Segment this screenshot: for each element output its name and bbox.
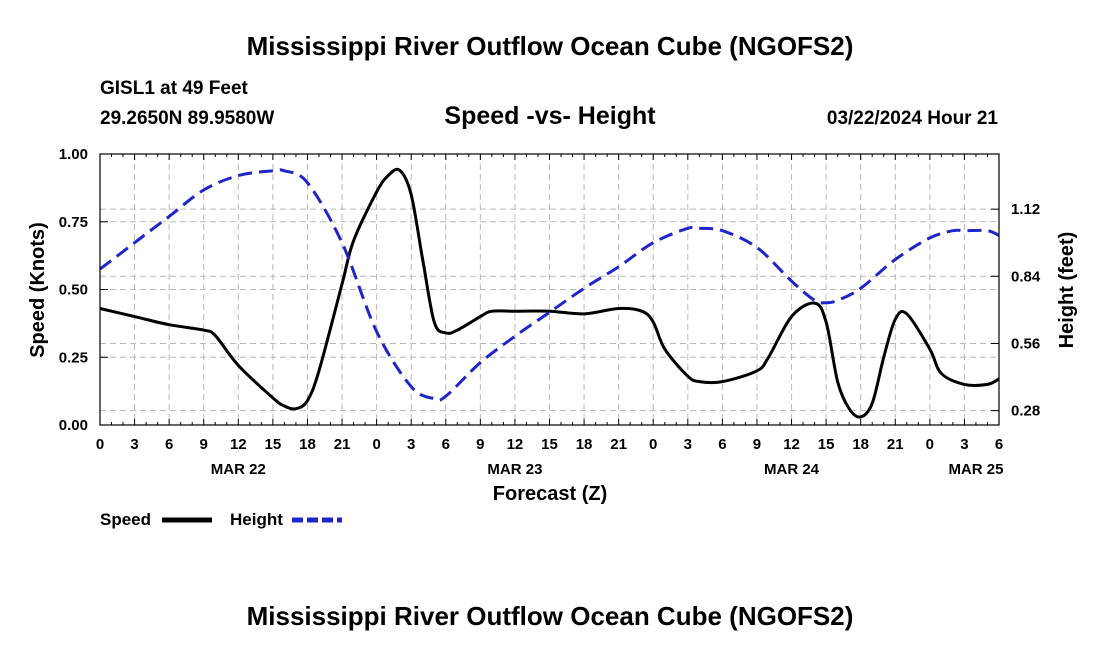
x-tick-label: 21 xyxy=(610,436,627,453)
y-right-tick-label: 0.28 xyxy=(1011,403,1040,420)
y-axis-right-label: Height (feet) xyxy=(1056,232,1078,349)
x-tick-label: 6 xyxy=(442,436,450,453)
x-tick-label: 15 xyxy=(541,436,558,453)
coordinates-label: 29.2650N 89.9580W xyxy=(100,108,274,129)
x-tick-label: 3 xyxy=(407,436,415,453)
y-right-tick-label: 1.12 xyxy=(1011,201,1040,218)
axes: 0 3 6 9 12 15 18 21 0 3 6 9 12 15 18 21 0 3 6 9 12 15 18 21 0 3 6 M… xyxy=(59,146,1041,478)
y-right-tick-label: 0.84 xyxy=(1011,268,1041,285)
legend-height-label: Height xyxy=(230,510,283,529)
y-left-tick-label: 0.50 xyxy=(59,282,88,299)
y-left-tick-label: 0.25 xyxy=(59,349,88,366)
y-left-tick-label: 0.00 xyxy=(59,417,88,434)
speed-series-line xyxy=(99,167,1000,419)
y-axis-left-label: Speed (Knots) xyxy=(27,222,49,358)
x-tick-label: 3 xyxy=(130,436,138,453)
y-left-tick-label: 1.00 xyxy=(59,146,88,163)
x-tick-label: 12 xyxy=(783,436,800,453)
x-tick-label: 6 xyxy=(165,436,173,453)
y-right-tick-label: 0.56 xyxy=(1011,335,1040,352)
chart-title: Mississippi River Outflow Ocean Cube (NG… xyxy=(247,31,854,61)
x-tick-label: 21 xyxy=(334,436,351,453)
footer-chart-title: Mississippi River Outflow Ocean Cube (NG… xyxy=(247,601,854,631)
x-tick-label: 0 xyxy=(926,436,934,453)
height-series-line xyxy=(99,168,1000,402)
series-group xyxy=(99,167,1000,419)
station-label: GISL1 at 49 Feet xyxy=(100,78,249,99)
datetime-label: 03/22/2024 Hour 21 xyxy=(827,108,999,129)
x-axis-label: Forecast (Z) xyxy=(493,483,607,505)
x-tick-label: 9 xyxy=(200,436,208,453)
x-tick-label: 12 xyxy=(230,436,247,453)
date-label: MAR 23 xyxy=(487,461,542,478)
x-tick-label: 0 xyxy=(372,436,380,453)
x-tick-label: 9 xyxy=(753,436,761,453)
x-tick-label: 18 xyxy=(299,436,316,453)
x-tick-label: 3 xyxy=(960,436,968,453)
x-tick-label: 18 xyxy=(576,436,593,453)
x-tick-label: 0 xyxy=(649,436,657,453)
legend-speed-label: Speed xyxy=(100,510,151,529)
x-tick-label: 6 xyxy=(718,436,726,453)
date-label: MAR 25 xyxy=(948,461,1003,478)
date-label: MAR 24 xyxy=(764,461,820,478)
grid xyxy=(100,154,999,425)
x-tick-label: 3 xyxy=(684,436,692,453)
chart-subtitle: Speed -vs- Height xyxy=(444,102,656,130)
x-tick-label: 15 xyxy=(818,436,835,453)
x-tick-label: 12 xyxy=(507,436,524,453)
x-tick-label: 15 xyxy=(265,436,282,453)
date-label: MAR 22 xyxy=(211,461,266,478)
x-tick-label: 18 xyxy=(852,436,869,453)
x-tick-label: 9 xyxy=(476,436,484,453)
x-tick-label: 0 xyxy=(96,436,104,453)
x-tick-label: 21 xyxy=(887,436,904,453)
legend: Speed Height xyxy=(100,510,342,529)
y-left-tick-label: 0.75 xyxy=(59,214,88,231)
x-tick-label: 6 xyxy=(995,436,1003,453)
